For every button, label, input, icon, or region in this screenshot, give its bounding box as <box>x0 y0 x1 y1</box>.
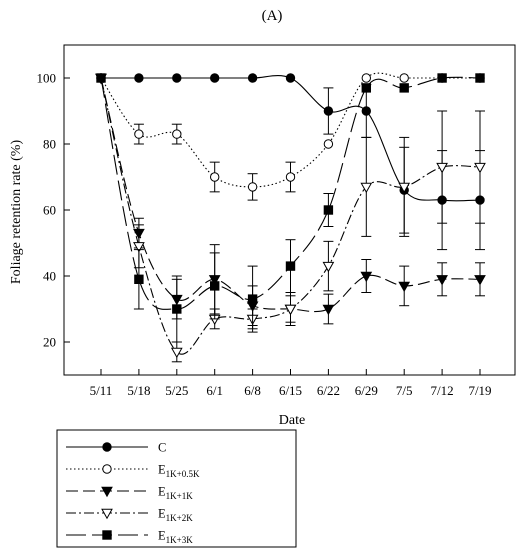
data-point <box>210 73 220 83</box>
data-point <box>172 73 182 83</box>
data-point <box>247 294 258 304</box>
x-tick-label: 6/15 <box>279 383 302 398</box>
data-point <box>436 162 448 174</box>
y-tick-label: 80 <box>43 137 56 152</box>
data-point <box>361 83 372 93</box>
data-point <box>398 281 411 293</box>
data-point <box>134 73 144 83</box>
data-point <box>172 304 182 314</box>
data-point <box>210 281 220 291</box>
data-point <box>360 271 373 283</box>
series-line <box>100 77 481 355</box>
data-point <box>399 83 409 93</box>
data-point <box>170 347 183 359</box>
legend-marker <box>102 464 112 474</box>
data-point <box>285 73 296 83</box>
data-point <box>323 106 334 116</box>
data-point <box>474 275 486 286</box>
data-point <box>247 182 258 192</box>
data-point <box>210 172 220 182</box>
data-point <box>285 172 296 182</box>
y-tick-label: 100 <box>37 71 57 86</box>
x-tick-label: 6/8 <box>244 383 261 398</box>
data-point <box>323 205 334 215</box>
legend-label-subscript: 1K+2K <box>166 513 194 523</box>
data-point <box>284 304 297 316</box>
x-tick-label: 7/12 <box>431 383 454 398</box>
legend-label-subscript: 1K+1K <box>166 491 194 501</box>
y-tick-label: 40 <box>43 269 56 284</box>
legend-entry-1: C <box>66 441 166 455</box>
data-point <box>437 73 447 83</box>
legend-marker <box>101 486 113 498</box>
x-tick-label: 7/5 <box>396 383 413 398</box>
data-point <box>322 304 335 316</box>
data-point <box>361 106 371 116</box>
data-point <box>398 182 411 194</box>
series-2 <box>96 72 485 201</box>
data-point <box>361 73 371 83</box>
legend-label-subscript: 1K+0.5K <box>166 469 200 479</box>
data-point <box>134 274 144 285</box>
x-tick-label: 7/19 <box>468 383 491 398</box>
axis-ticks: 20 40 60 80 100 5/11 5/18 5/25 6/1 6/8 6/15 6/22 6/2… <box>37 71 492 399</box>
x-tick-label: 6/22 <box>317 383 340 398</box>
x-axis-label: Date <box>279 413 305 428</box>
x-tick-label: 6/29 <box>355 383 378 398</box>
legend-box <box>56 429 297 548</box>
legend-marker <box>102 442 112 452</box>
data-point <box>96 73 106 83</box>
panel-label: (A) <box>262 8 283 24</box>
series-line <box>100 77 481 313</box>
series-5 <box>96 73 485 343</box>
data-point <box>360 182 373 194</box>
legend-label: C <box>158 441 166 455</box>
data-point <box>399 73 409 83</box>
x-tick-label: 5/25 <box>165 383 188 398</box>
data-point <box>475 73 485 83</box>
y-tick-label: 20 <box>43 335 56 350</box>
x-tick-label: 5/11 <box>90 383 113 398</box>
data-point <box>285 261 296 271</box>
series-group <box>95 72 486 363</box>
x-tick-label: 6/1 <box>206 383 223 398</box>
legend-marker <box>102 530 112 540</box>
data-point <box>323 139 334 149</box>
data-point <box>322 261 335 273</box>
data-point <box>247 73 258 83</box>
data-point <box>134 129 144 139</box>
y-tick-label: 60 <box>43 203 56 218</box>
data-point <box>172 129 182 139</box>
y-axis-label: Foliage retention rate (%) <box>9 140 24 285</box>
data-point <box>474 162 486 174</box>
legend-label-subscript: 1K+3K <box>166 535 194 545</box>
x-tick-label: 5/18 <box>127 383 150 398</box>
series-4 <box>95 73 486 363</box>
data-point <box>436 275 448 286</box>
legend-marker <box>101 508 113 520</box>
data-point <box>133 242 145 253</box>
